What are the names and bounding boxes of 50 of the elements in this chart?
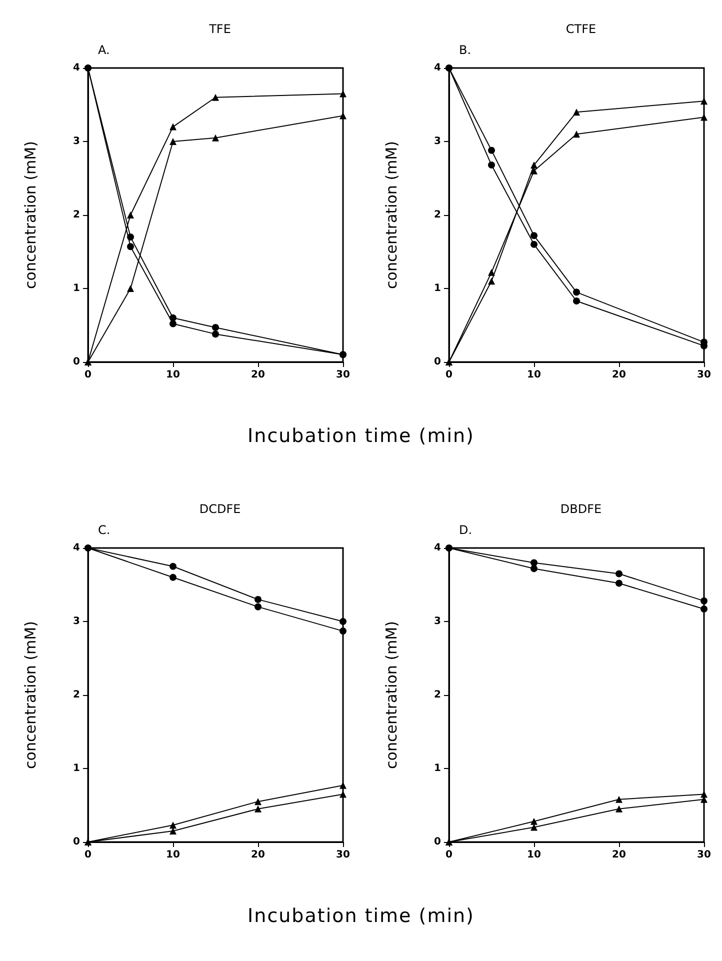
y-tick-label: 1 [73,283,80,294]
chart-title: DBDFE [560,502,602,516]
x-tick-label: 20 [251,370,265,380]
y-tick-label: 2 [73,210,80,220]
y-tick-label: 3 [434,616,442,627]
y-tick-label: 0 [73,836,80,848]
x-tick-label: 30 [336,850,350,860]
y-tick-label: 3 [434,136,442,147]
chart-title: TFE [208,22,231,36]
y-tick-label: 1 [434,763,442,774]
y-tick-label: 3 [73,136,80,147]
y-tick-label: 2 [434,210,442,220]
x-tick-label: 30 [336,370,350,380]
chart-title: CTFE [566,22,596,36]
y-tick-label: 4 [73,542,80,554]
x-tick-label: 30 [697,370,711,380]
y-tick-label: 1 [73,763,80,774]
text: A. [98,43,110,57]
x-tick-label: 0 [446,370,453,380]
y-tick-label: 4 [434,62,442,74]
text: B. [459,43,472,57]
y-tick-label: 4 [73,62,80,74]
x-axis-title: Incubation time (min) [246,905,476,927]
y-axis-title: concentration (mM) [22,141,40,289]
x-tick-label: 30 [697,850,711,860]
text: D. [459,523,472,537]
x-tick-label: 10 [527,370,541,380]
x-tick-label: 0 [84,370,92,380]
y-tick-label: 3 [73,616,80,627]
x-tick-label: 10 [527,850,541,860]
x-tick-label: 20 [612,370,626,380]
x-tick-label: 20 [612,850,626,860]
y-tick-label: 0 [73,356,80,368]
y-axis-title: concentration (mM) [22,621,40,769]
x-tick-label: 0 [446,850,453,860]
y-tick-label: 4 [434,542,442,554]
y-tick-label: 2 [73,690,80,700]
x-axis-title: Incubation time (min) [246,425,476,447]
y-tick-label: 1 [434,283,442,294]
y-tick-label: 2 [434,690,442,700]
chart-title: DCDFE [199,502,241,516]
x-tick-label: 20 [251,850,265,860]
x-tick-label: 10 [166,850,180,860]
y-axis-title: concentration (mM) [382,621,400,769]
x-tick-label: 10 [166,370,180,380]
y-tick-label: 0 [434,356,442,368]
text: C. [98,523,110,537]
x-tick-label: 0 [84,850,92,860]
y-tick-label: 0 [434,836,442,848]
y-axis-title: concentration (mM) [382,141,400,289]
